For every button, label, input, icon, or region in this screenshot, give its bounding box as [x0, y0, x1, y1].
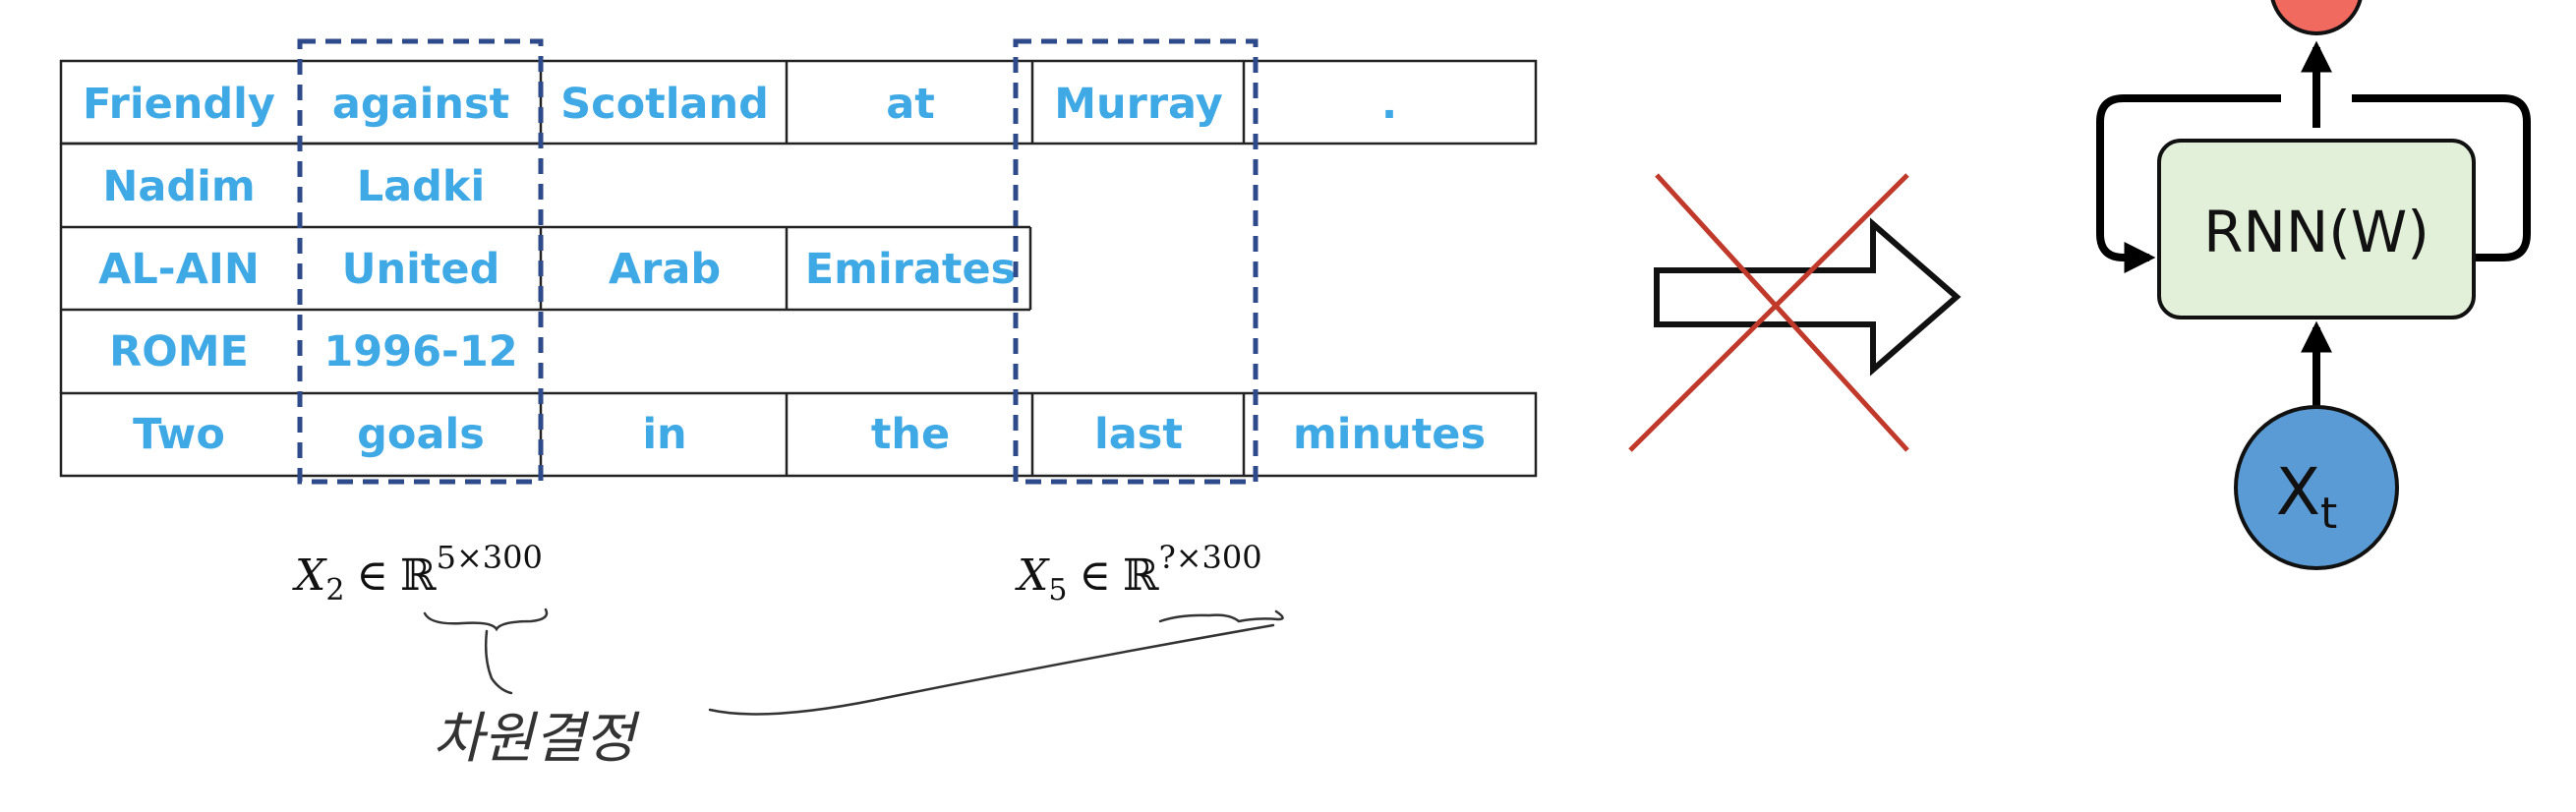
cell-r1-c5: Murray: [1054, 80, 1223, 129]
svg-text:X5∈ℝ?×300: X5 ∈ ℝ?×300: [1015, 539, 1262, 608]
cross-line-1: [1655, 173, 1909, 452]
equation-x2: X2 ∈ ℝ5×300: [292, 539, 543, 608]
cell-r3-c3: Arab: [609, 245, 721, 294]
cell-r4-c2: 1996-12: [323, 327, 517, 377]
recurrent-loop-right: [2352, 94, 2531, 261]
handwritten-annotation: 차원결정: [423, 608, 1284, 771]
handwritten-label: 차원결정: [433, 707, 641, 771]
cross-line-2: [1628, 173, 1909, 452]
cell-r1-c6: .: [1381, 80, 1397, 129]
rnn-output-node: [2270, 0, 2363, 35]
rnn-input-node: [2234, 405, 2399, 570]
token-table: Friendly against Scotland at Murray . Na…: [59, 38, 1538, 485]
arrow-right-icon: [1654, 217, 1961, 377]
eq-right-var: X: [1015, 551, 1050, 601]
eq-left-sub: 2: [325, 573, 344, 608]
row-1-border: [59, 59, 1538, 145]
eq-right-elem: ∈: [1079, 551, 1111, 601]
eq-right-sub: 5: [1048, 573, 1067, 608]
cell-r2-c2: Ladki: [357, 162, 486, 211]
brace-left-tail: [484, 629, 513, 695]
brace-left: [423, 608, 549, 632]
equation-x5: X5 ∈ ℝ?×300: [1015, 539, 1262, 608]
table-cells: Friendly against Scotland at Murray . Na…: [83, 80, 1486, 459]
dashed-column-2: [297, 38, 544, 485]
eq-right-set: ℝ: [1123, 551, 1159, 601]
rnn-block: [2157, 139, 2476, 319]
cell-r5-c5: last: [1094, 410, 1183, 459]
cell-r5-c4: the: [871, 410, 950, 459]
dashed-column-5: [1013, 38, 1259, 485]
rnn-input-sub: t: [2320, 489, 2337, 539]
rnn-diagram: RNN(W) Xt: [2096, 0, 2531, 570]
svg-text:Xt: Xt: [2276, 454, 2337, 539]
cell-r3-c2: United: [342, 245, 500, 294]
eq-left-var: X: [292, 551, 327, 601]
cell-r1-c4: at: [886, 80, 935, 129]
eq-left-set: ℝ: [400, 551, 437, 601]
eq-left-sup: 5×300: [437, 539, 543, 576]
connector-line: [708, 623, 1275, 716]
cell-r1-c1: Friendly: [83, 80, 275, 129]
table-borders: [59, 59, 1538, 478]
cell-r3-c1: AL-AIN: [98, 245, 260, 294]
cell-r4-c1: ROME: [109, 327, 249, 377]
eq-right-sup: ?×300: [1159, 539, 1262, 576]
row-5-border: [59, 391, 1538, 478]
eq-left-elem: ∈: [356, 551, 388, 601]
rnn-input-label: X: [2276, 454, 2320, 530]
cell-r3-c4: Emirates: [805, 245, 1016, 294]
cell-r1-c2: against: [332, 80, 509, 129]
recurrent-loop-left: [2096, 94, 2281, 273]
svg-text:X2∈ℝ5×300: X2 ∈ ℝ5×300: [292, 539, 543, 608]
cell-r1-c3: Scotland: [560, 80, 769, 129]
cell-r5-c6: minutes: [1293, 410, 1486, 459]
cell-r5-c2: goals: [357, 410, 485, 459]
cell-r2-c1: Nadim: [102, 162, 255, 211]
brace-right: [1158, 609, 1284, 623]
rnn-block-label: RNN(W): [2203, 199, 2430, 265]
cell-r5-c3: in: [642, 410, 686, 459]
cell-r5-c1: Two: [133, 410, 225, 459]
crossed-arrow: [1628, 173, 1961, 452]
